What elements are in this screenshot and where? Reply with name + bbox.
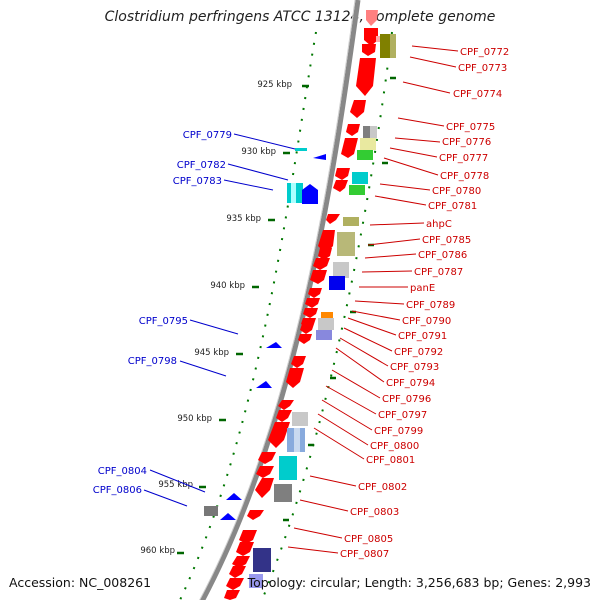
gene-label: CPF_0786	[418, 250, 467, 261]
gene-label: CPF_0787	[414, 267, 463, 278]
gene-label: CPF_0772	[460, 47, 509, 58]
gene-label: CPF_0803	[350, 507, 399, 518]
gene-label: CPF_0779	[183, 130, 232, 141]
gene-label: CPF_0799	[374, 426, 423, 437]
tick-label: 940 kbp	[210, 281, 245, 291]
gene-label: CPF_0781	[428, 201, 477, 212]
left-leader-lines	[143, 133, 296, 507]
gene-label: panE	[410, 283, 435, 294]
tick-label: 930 kbp	[241, 147, 276, 157]
tick-label: 950 kbp	[177, 414, 212, 424]
gene-label: CPF_0796	[382, 394, 431, 405]
gene-label: CPF_0795	[139, 316, 188, 327]
gene-label: CPF_0782	[177, 160, 226, 171]
kbp-tick-marks	[177, 84, 309, 555]
gene-label: CPF_0785	[422, 235, 471, 246]
left-gene-labels: CPF_0779 CPF_0782 CPF_0783 CPF_0795 CPF_…	[93, 130, 232, 496]
gene-label: CPF_0801	[366, 455, 415, 466]
gene-label: CPF_0806	[93, 485, 142, 496]
gene-label: CPF_0791	[398, 331, 447, 342]
feature-blocks	[249, 34, 396, 588]
tick-label: 955 kbp	[158, 480, 193, 490]
gene-label: CPF_0798	[128, 356, 177, 367]
tick-label: 935 kbp	[226, 214, 261, 224]
tick-label: 925 kbp	[257, 80, 292, 90]
right-gene-labels: CPF_0772 CPF_0773 CPF_0774 CPF_0775 CPF_…	[340, 47, 509, 560]
gene-label: CPF_0802	[358, 482, 407, 493]
gene-label: CPF_0773	[458, 63, 507, 74]
reverse-strand-features	[204, 148, 326, 520]
gene-label: CPF_0783	[173, 176, 222, 187]
gene-label: CPF_0776	[442, 137, 491, 148]
gene-label: ahpC	[426, 219, 452, 230]
forward-strand-features	[224, 10, 378, 600]
tick-label: 960 kbp	[140, 546, 175, 556]
accession-text: Accession: NC_008261	[9, 575, 152, 590]
gene-label: CPF_0793	[390, 362, 439, 373]
gene-label: CPF_0775	[446, 122, 495, 133]
gene-label: CPF_0778	[440, 171, 489, 182]
gene-label: CPF_0774	[453, 89, 502, 100]
gene-label: CPF_0780	[432, 186, 481, 197]
gene-label: CPF_0804	[98, 466, 147, 477]
gene-label: CPF_0789	[406, 300, 455, 311]
gene-label: CPF_0797	[378, 410, 427, 421]
gene-label: CPF_0792	[394, 347, 443, 358]
tick-label: 945 kbp	[194, 348, 229, 358]
gene-label: CPF_0805	[344, 534, 393, 545]
gene-label: CPF_0777	[439, 153, 488, 164]
right-leader-lines	[287, 45, 459, 554]
gene-label: CPF_0807	[340, 549, 389, 560]
gene-label: CPF_0800	[370, 441, 419, 452]
gene-label: CPF_0790	[402, 316, 451, 327]
gene-label: CPF_0794	[386, 378, 435, 389]
map-title: Clostridium perfringens ATCC 13124, comp…	[104, 9, 496, 25]
genome-backbone	[199, 0, 361, 600]
genome-summary-text: Topology: circular; Length: 3,256,683 bp…	[247, 575, 591, 590]
